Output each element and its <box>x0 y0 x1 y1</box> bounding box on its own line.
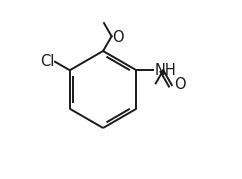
Text: NH: NH <box>154 63 176 78</box>
Text: O: O <box>112 30 124 45</box>
Text: O: O <box>174 78 186 93</box>
Text: Cl: Cl <box>40 54 54 69</box>
